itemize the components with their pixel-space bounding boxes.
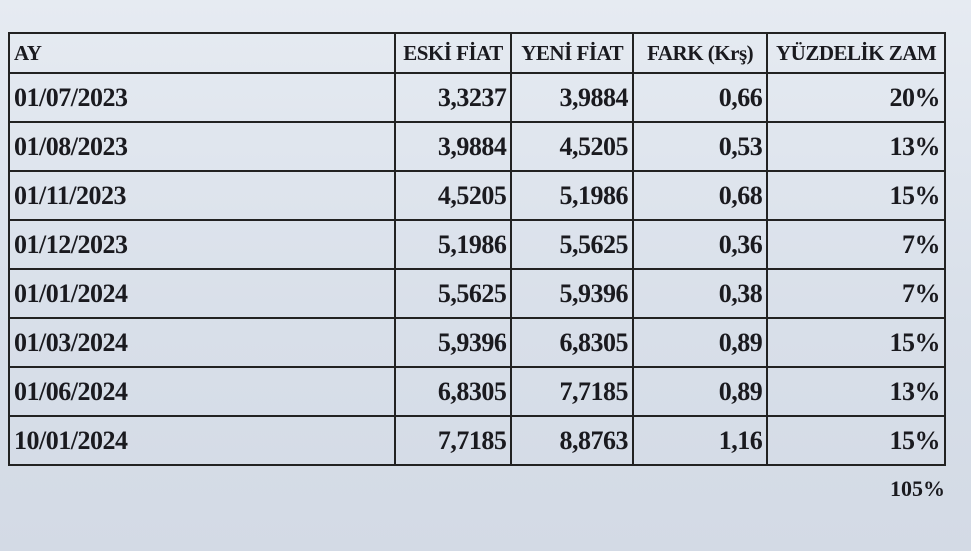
percentage-cell: 15%	[766, 170, 946, 221]
new-price-cell: 4,5205	[510, 121, 634, 172]
date-cell: 01/06/2024	[8, 366, 396, 417]
date-cell: 01/12/2023	[8, 219, 396, 270]
difference-cell: 1,16	[631, 415, 769, 466]
date-cell: 01/03/2024	[8, 317, 396, 368]
header-eski-fiat: ESKİ FİAT	[393, 32, 513, 74]
date-cell: 01/08/2023	[8, 121, 396, 172]
old-price-cell: 4,5205	[393, 170, 513, 221]
percentage-cell: 15%	[766, 317, 946, 368]
old-price-cell: 6,8305	[393, 366, 513, 417]
difference-cell: 0,89	[631, 366, 769, 417]
percentage-cell: 7%	[766, 268, 946, 319]
difference-cell: 0,38	[631, 268, 769, 319]
header-ay: AY	[8, 32, 396, 74]
old-price-cell: 7,7185	[393, 415, 513, 466]
header-fark: FARK (Krş)	[631, 32, 769, 74]
table-row: 10/01/2024 7,7185 8,8763 1,16 15%	[8, 415, 946, 466]
percentage-cell: 15%	[766, 415, 946, 466]
difference-cell: 0,68	[631, 170, 769, 221]
new-price-cell: 6,8305	[510, 317, 634, 368]
table-row: 01/11/2023 4,5205 5,1986 0,68 15%	[8, 170, 946, 221]
percentage-cell: 13%	[766, 121, 946, 172]
difference-cell: 0,89	[631, 317, 769, 368]
table-row: 01/03/2024 5,9396 6,8305 0,89 15%	[8, 317, 946, 368]
table-row: 01/06/2024 6,8305 7,7185 0,89 13%	[8, 366, 946, 417]
header-row: AY ESKİ FİAT YENİ FİAT FARK (Krş) YÜZDELİK Z…	[8, 32, 946, 74]
new-price-cell: 7,7185	[510, 366, 634, 417]
new-price-cell: 5,5625	[510, 219, 634, 270]
header-yeni-fiat: YENİ FİAT	[510, 32, 634, 74]
header-yuzdelik-zam: YÜZDELİK ZAM	[766, 32, 946, 74]
total-percentage: 105%	[890, 476, 945, 501]
difference-cell: 0,66	[631, 72, 769, 123]
table-row: 01/08/2023 3,9884 4,5205 0,53 13%	[8, 121, 946, 172]
new-price-cell: 5,9396	[510, 268, 634, 319]
date-cell: 01/11/2023	[8, 170, 396, 221]
new-price-cell: 3,9884	[510, 72, 634, 123]
percentage-cell: 20%	[766, 72, 946, 123]
date-cell: 10/01/2024	[8, 415, 396, 466]
difference-cell: 0,36	[631, 219, 769, 270]
table-row: 01/12/2023 5,1986 5,5625 0,36 7%	[8, 219, 946, 270]
percentage-cell: 13%	[766, 366, 946, 417]
table-row: 01/01/2024 5,5625 5,9396 0,38 7%	[8, 268, 946, 319]
difference-cell: 0,53	[631, 121, 769, 172]
date-cell: 01/07/2023	[8, 72, 396, 123]
old-price-cell: 5,1986	[393, 219, 513, 270]
old-price-cell: 3,3237	[393, 72, 513, 123]
new-price-cell: 8,8763	[510, 415, 634, 466]
table-row: 01/07/2023 3,3237 3,9884 0,66 20%	[8, 72, 946, 123]
percentage-cell: 7%	[766, 219, 946, 270]
old-price-cell: 3,9884	[393, 121, 513, 172]
date-cell: 01/01/2024	[8, 268, 396, 319]
price-table: AY ESKİ FİAT YENİ FİAT FARK (Krş) YÜZDELİK Z…	[8, 32, 946, 466]
old-price-cell: 5,9396	[393, 317, 513, 368]
new-price-cell: 5,1986	[510, 170, 634, 221]
old-price-cell: 5,5625	[393, 268, 513, 319]
